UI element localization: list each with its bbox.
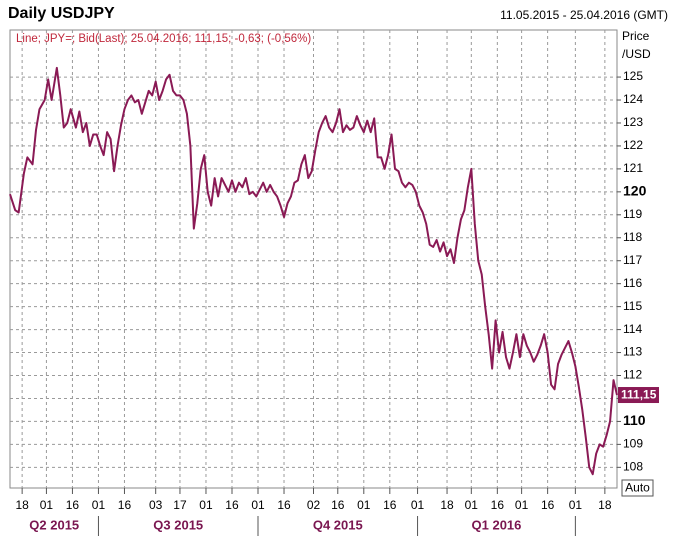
y-tick-label: 124 [623,92,643,106]
x-tick-label: 16 [383,498,397,512]
y-tick-label: 118 [623,230,642,244]
x-tick-label: 01 [199,498,213,512]
legend-text: Line; JPY=; Bid(Last); 25.04.2016; 111,1… [16,33,311,45]
auto-button[interactable] [621,479,654,497]
quarter-label: Q4 2015 [313,517,363,532]
x-tick-label: 01 [515,498,529,512]
x-tick-label: 01 [92,498,106,512]
y-tick-label: 121 [623,161,643,175]
y-tick-label: 119 [623,207,642,221]
x-tick-label: 16 [118,498,132,512]
x-tick-label: 01 [251,498,265,512]
y-tick-label: 115 [623,299,642,313]
x-tick-label: 17 [173,498,187,512]
x-tick-label: 01 [569,498,583,512]
x-tick-label: 01 [357,498,371,512]
y-tick-label: 114 [623,322,642,336]
x-tick-label: 16 [66,498,80,512]
last-value-label: 111,15 [621,388,657,402]
x-tick-label: 02 [307,498,321,512]
x-tick-label: 16 [277,498,291,512]
x-tick-label: 18 [598,498,612,512]
x-tick-label: 01 [465,498,479,512]
x-tick-label: 16 [225,498,239,512]
y-tick-label: 109 [623,437,643,451]
price-line [9,66,618,476]
axis-label: Price [622,29,650,43]
x-tick-label: 01 [411,498,425,512]
quarter-label: Q1 2016 [472,517,522,532]
y-tick-label: 120 [623,183,647,199]
x-tick-label: 18 [440,498,454,512]
quarter-label: Q3 2015 [153,517,203,532]
y-tick-label: 110 [623,412,646,428]
y-tick-label: 116 [623,276,642,290]
x-tick-label: 18 [15,498,29,512]
y-tick-label: 113 [623,345,642,359]
x-tick-label: 03 [149,498,163,512]
chart-title: Daily USDJPY [8,5,115,22]
x-tick-label: 16 [331,498,345,512]
y-tick-label: 125 [623,69,643,83]
quarter-label: Q2 2015 [29,517,79,532]
x-tick-label: 16 [541,498,555,512]
x-tick-label: 01 [40,498,54,512]
x-tick-label: 16 [491,498,505,512]
y-tick-label: 117 [623,253,642,267]
y-tick-label: 108 [623,460,643,474]
y-tick-label: 122 [623,138,643,152]
y-tick-label: 112 [623,368,642,382]
auto-button-label[interactable]: Auto [625,481,650,495]
y-tick-label: 123 [623,115,643,129]
date-range: 11.05.2015 - 25.04.2016 (GMT) [500,8,668,22]
axis-unit: /USD [622,47,651,61]
last-value-box [618,387,659,404]
